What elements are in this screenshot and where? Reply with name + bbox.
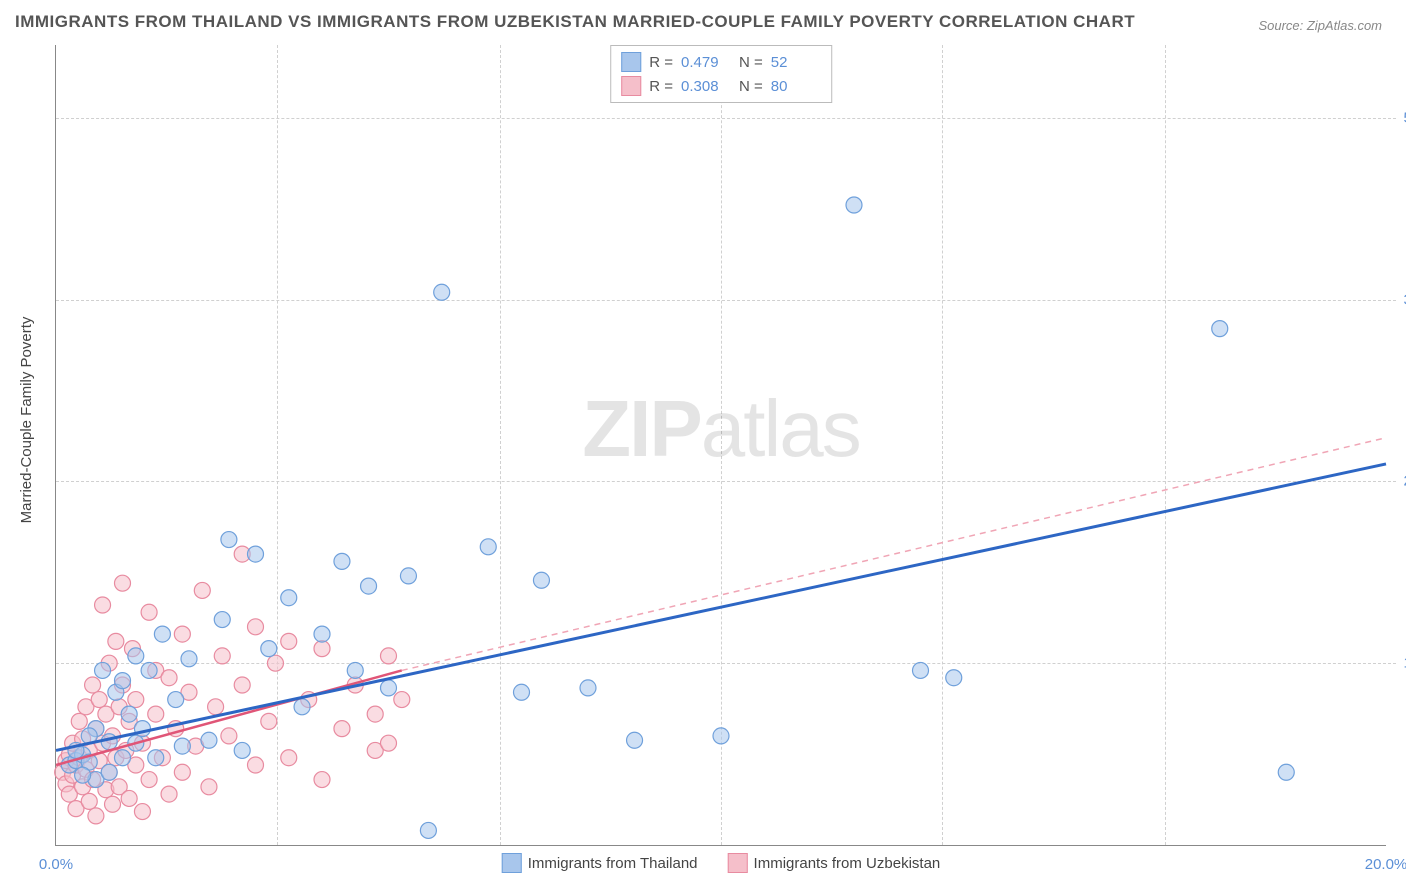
series-legend: Immigrants from Thailand Immigrants from… xyxy=(502,853,941,873)
stats-legend: R = 0.479 N = 52 R = 0.308 N = 80 xyxy=(610,45,832,103)
x-tick-label: 0.0% xyxy=(39,856,73,873)
stats-row-thailand: R = 0.479 N = 52 xyxy=(621,50,821,74)
y-axis-label: Married-Couple Family Poverty xyxy=(18,317,35,524)
swatch-uzbekistan xyxy=(621,76,641,96)
legend-item-uzbekistan: Immigrants from Uzbekistan xyxy=(728,853,941,873)
chart-title: IMMIGRANTS FROM THAILAND VS IMMIGRANTS F… xyxy=(15,12,1135,32)
swatch-thailand xyxy=(621,52,641,72)
x-tick-label: 20.0% xyxy=(1365,856,1406,873)
plot-area: ZIPatlas R = 0.479 N = 52 R = 0.308 N = … xyxy=(55,45,1386,846)
chart-svg xyxy=(56,45,1386,845)
legend-item-thailand: Immigrants from Thailand xyxy=(502,853,698,873)
swatch-uzbekistan-bottom xyxy=(728,853,748,873)
swatch-thailand-bottom xyxy=(502,853,522,873)
stats-row-uzbekistan: R = 0.308 N = 80 xyxy=(621,74,821,98)
source-attribution: Source: ZipAtlas.com xyxy=(1258,18,1382,33)
